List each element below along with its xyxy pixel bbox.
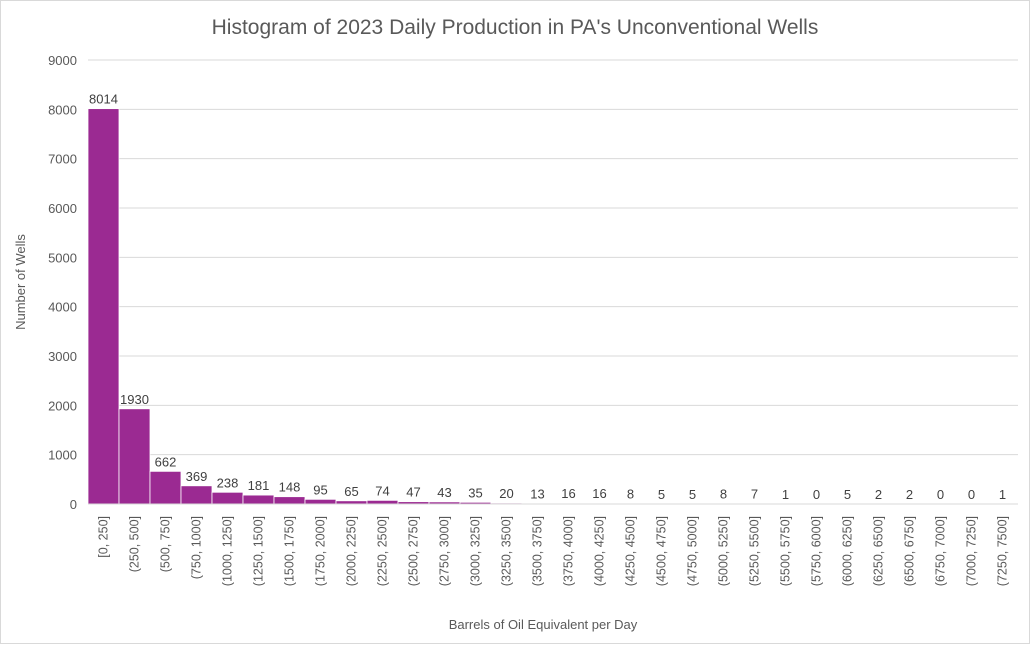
bar-data-label: 0 xyxy=(813,487,820,502)
bar-data-label: 47 xyxy=(406,485,420,500)
bar-data-label: 5 xyxy=(689,487,696,502)
histogram-bar xyxy=(181,486,212,504)
y-axis-ticks: 0 1000 2000 3000 4000 5000 6000 7000 8000 9000 xyxy=(48,53,77,512)
x-tick-label: (4000, 4250] xyxy=(593,516,607,586)
y-axis-title: Number of Wells xyxy=(13,234,28,330)
x-tick-label: (3000, 3250] xyxy=(469,516,483,586)
bar-data-label: 8014 xyxy=(89,92,118,107)
x-tick-label: (5250, 5500] xyxy=(748,516,762,586)
bar-data-label: 0 xyxy=(968,487,975,502)
x-tick-label: [0, 250] xyxy=(97,516,111,558)
x-tick-label: (1750, 2000] xyxy=(314,516,328,586)
bar-data-label: 35 xyxy=(468,485,482,500)
y-tick-label: 8000 xyxy=(48,102,77,117)
bar-data-label: 148 xyxy=(279,480,301,495)
x-tick-label: (6500, 6750] xyxy=(903,516,917,586)
x-tick-label: (1500, 1750] xyxy=(283,516,297,586)
gridlines xyxy=(88,60,1018,455)
y-tick-label: 4000 xyxy=(48,300,77,315)
x-tick-label: (250, 500] xyxy=(128,516,142,572)
x-tick-label: (5750, 6000] xyxy=(810,516,824,586)
y-tick-label: 2000 xyxy=(48,398,77,413)
x-tick-label: (7250, 7500] xyxy=(996,516,1010,586)
x-tick-label: (2500, 2750] xyxy=(407,516,421,586)
bar-data-label: 1930 xyxy=(120,392,149,407)
x-tick-label: (4750, 5000] xyxy=(686,516,700,586)
bar-data-label: 65 xyxy=(344,484,358,499)
y-tick-label: 5000 xyxy=(48,250,77,265)
bar-data-label: 369 xyxy=(186,469,208,484)
x-tick-label: (3250, 3500] xyxy=(500,516,514,586)
histogram-bar xyxy=(212,492,243,504)
x-tick-label: (3500, 3750] xyxy=(531,516,545,586)
bar-data-label: 95 xyxy=(313,482,327,497)
histogram-bar xyxy=(367,500,398,504)
x-tick-label: (1000, 1250] xyxy=(221,516,235,586)
bar-data-label: 16 xyxy=(592,486,606,501)
x-axis-ticks: [0, 250] (250, 500] (500, 750] (750, 1000] (… xyxy=(97,516,1010,586)
bar-data-label: 74 xyxy=(375,483,389,498)
y-tick-label: 9000 xyxy=(48,53,77,68)
bar-data-label: 16 xyxy=(561,486,575,501)
bar-data-label: 0 xyxy=(937,487,944,502)
x-tick-label: (2250, 2500] xyxy=(376,516,390,586)
bar-data-label: 20 xyxy=(499,486,513,501)
x-tick-label: (4250, 4500] xyxy=(624,516,638,586)
x-tick-label: (3750, 4000] xyxy=(562,516,576,586)
bar-data-label: 8 xyxy=(720,487,727,502)
x-tick-label: (1250, 1500] xyxy=(252,516,266,586)
bar-data-label: 5 xyxy=(658,487,665,502)
histogram-bar xyxy=(119,409,150,504)
x-tick-label: (500, 750] xyxy=(159,516,173,572)
x-tick-label: (6250, 6500] xyxy=(872,516,886,586)
x-tick-label: (750, 1000] xyxy=(190,516,204,579)
y-tick-label: 7000 xyxy=(48,152,77,167)
bar-data-label: 7 xyxy=(751,487,758,502)
bar-data-label: 181 xyxy=(248,478,270,493)
bar-data-label: 662 xyxy=(155,454,177,469)
x-tick-label: (2750, 3000] xyxy=(438,516,452,586)
x-axis-title: Barrels of Oil Equivalent per Day xyxy=(449,617,638,632)
chart-title: Histogram of 2023 Daily Production in PA… xyxy=(212,16,819,39)
x-tick-label: (2000, 2250] xyxy=(345,516,359,586)
histogram-bar xyxy=(150,471,181,504)
y-tick-label: 0 xyxy=(70,497,77,512)
bar-data-label: 1 xyxy=(782,487,789,502)
histogram-bar xyxy=(243,495,274,504)
y-tick-label: 3000 xyxy=(48,349,77,364)
y-tick-label: 1000 xyxy=(48,448,77,463)
x-tick-label: (4500, 4750] xyxy=(655,516,669,586)
bar-data-label: 2 xyxy=(875,487,882,502)
histogram-bar xyxy=(274,497,305,504)
histogram-bar xyxy=(88,109,119,504)
bar-data-label: 43 xyxy=(437,485,451,500)
x-tick-label: (6750, 7000] xyxy=(934,516,948,586)
bar-data-label: 2 xyxy=(906,487,913,502)
y-tick-label: 6000 xyxy=(48,201,77,216)
bar-data-label: 5 xyxy=(844,487,851,502)
x-tick-label: (6000, 6250] xyxy=(841,516,855,586)
x-tick-label: (7000, 7250] xyxy=(965,516,979,586)
x-tick-label: (5000, 5250] xyxy=(717,516,731,586)
bar-data-label: 238 xyxy=(217,475,239,490)
bar-data-label: 8 xyxy=(627,487,634,502)
x-tick-label: (5500, 5750] xyxy=(779,516,793,586)
bar-data-label: 13 xyxy=(530,486,544,501)
bar-data-label: 1 xyxy=(999,487,1006,502)
histogram-bar xyxy=(305,499,336,504)
